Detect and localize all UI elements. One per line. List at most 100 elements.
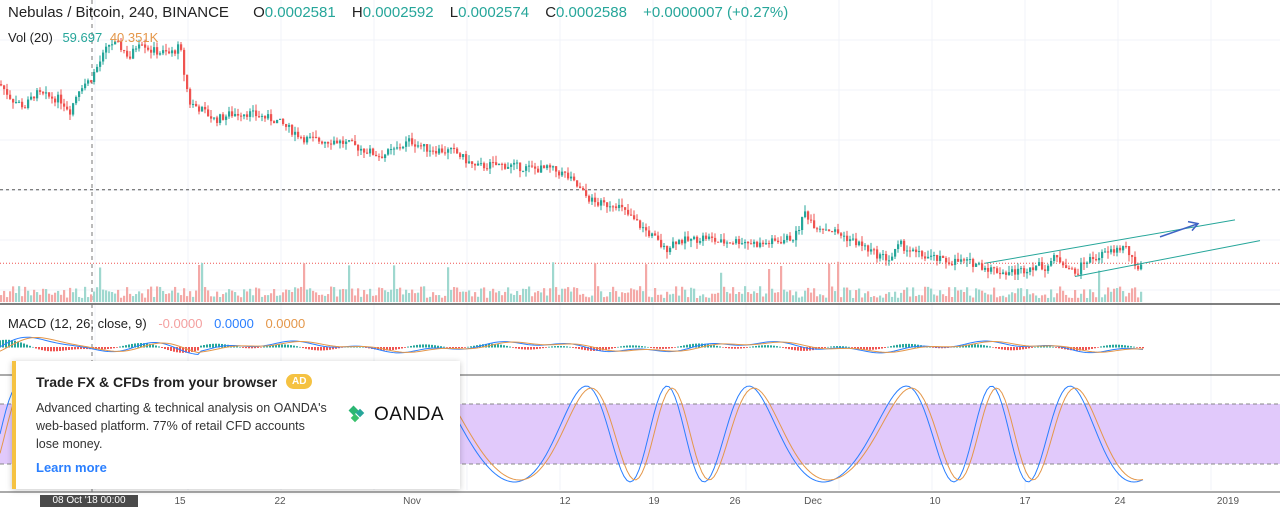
volume-bar <box>39 294 42 302</box>
macd-histogram-bar <box>38 347 40 350</box>
candle <box>513 162 516 165</box>
candle <box>738 239 741 244</box>
macd-histogram-bar <box>365 347 367 348</box>
volume-bar <box>162 290 165 302</box>
volume-bar <box>600 291 603 302</box>
volume-bar <box>684 289 687 302</box>
volume-bar <box>666 291 669 302</box>
macd-histogram-bar <box>770 345 772 348</box>
volume-bar <box>405 289 408 302</box>
candle <box>258 116 261 118</box>
ad-banner[interactable]: Trade FX & CFDs from your browser AD Adv… <box>12 361 460 489</box>
macd-histogram-bar <box>425 344 427 348</box>
open-label: O <box>253 4 265 21</box>
volume-bar <box>297 288 300 302</box>
candle <box>609 206 612 208</box>
candle <box>741 243 744 245</box>
candle <box>519 162 522 172</box>
volume-bar <box>1017 288 1020 302</box>
macd-histogram-bar <box>572 347 574 348</box>
candle <box>1017 268 1020 275</box>
candle <box>906 250 909 252</box>
volume-bar <box>618 296 621 302</box>
channel-lower-line[interactable] <box>1074 240 1261 277</box>
oanda-logo[interactable]: OANDA <box>348 404 444 426</box>
candle <box>912 249 915 252</box>
macd-histogram-bar <box>272 345 274 348</box>
volume-bar <box>372 295 375 302</box>
candle <box>861 241 864 246</box>
macd-histogram-bar <box>554 346 556 348</box>
candle <box>318 137 321 142</box>
volume-bar <box>174 286 177 302</box>
volume-bar <box>432 292 435 302</box>
volume-bar <box>54 292 57 302</box>
macd-histogram-bar <box>746 347 748 348</box>
candle <box>978 263 981 265</box>
macd-histogram-bar <box>32 346 34 348</box>
volume-bar <box>1020 288 1023 302</box>
macd-histogram-bar <box>797 347 799 351</box>
macd-histogram-bar <box>326 347 328 351</box>
macd-histogram-bar <box>1091 347 1093 349</box>
volume-bar <box>369 288 372 302</box>
volume-bar <box>318 294 321 302</box>
macd-histogram-bar <box>185 347 187 353</box>
macd-histogram-bar <box>491 343 493 348</box>
candle <box>420 145 423 147</box>
volume-bar <box>345 289 348 302</box>
candle <box>417 145 420 147</box>
candle <box>75 97 78 104</box>
candle <box>999 272 1002 275</box>
volume-bar <box>711 293 714 302</box>
volume-bar <box>765 293 768 302</box>
candle <box>537 168 540 173</box>
volume-bar <box>1074 289 1077 302</box>
candle <box>627 209 630 215</box>
macd-histogram-bar <box>533 347 535 350</box>
volume-bar <box>537 291 540 302</box>
macd-histogram-bar <box>143 343 145 348</box>
candle <box>618 204 621 209</box>
candle <box>744 242 747 244</box>
macd-histogram-bar <box>20 342 22 348</box>
candle <box>510 164 513 167</box>
candle <box>1011 269 1014 273</box>
macd-histogram-bar <box>1097 347 1099 348</box>
volume-bar <box>426 297 429 302</box>
candle <box>654 233 657 236</box>
channel-upper-line[interactable] <box>984 219 1236 264</box>
macd-histogram-bar <box>1043 346 1045 348</box>
volume-bar <box>42 288 45 302</box>
candle <box>165 50 168 52</box>
candle <box>720 239 723 243</box>
macd-histogram-bar <box>167 347 169 351</box>
volume-bar <box>30 295 33 302</box>
candle <box>189 89 192 105</box>
volume-bar <box>207 290 210 302</box>
learn-more-link[interactable]: Learn more <box>36 460 107 475</box>
volume-bar <box>27 290 30 302</box>
macd-histogram-bar <box>56 347 58 352</box>
macd-histogram-bar <box>11 340 13 348</box>
macd-histogram-bar <box>815 347 817 350</box>
volume-bar <box>408 292 411 302</box>
volume-bar <box>528 286 531 302</box>
volume-bar <box>1122 291 1125 302</box>
volume-bar <box>90 294 93 302</box>
volume-bar <box>648 296 651 302</box>
macd-histogram-bar <box>686 344 688 348</box>
macd-histogram-bar <box>308 347 310 350</box>
trend-arrow[interactable] <box>1159 222 1199 238</box>
macd-histogram-bar <box>893 345 895 348</box>
candle <box>981 263 984 270</box>
candle <box>219 114 222 123</box>
candle <box>636 219 639 221</box>
volume-bar <box>1134 287 1137 302</box>
candle <box>363 148 366 153</box>
candle <box>1074 268 1077 274</box>
volume-bar <box>324 295 327 302</box>
candle <box>162 50 165 54</box>
volume-bar <box>282 292 285 302</box>
volume-bar <box>1008 294 1011 302</box>
